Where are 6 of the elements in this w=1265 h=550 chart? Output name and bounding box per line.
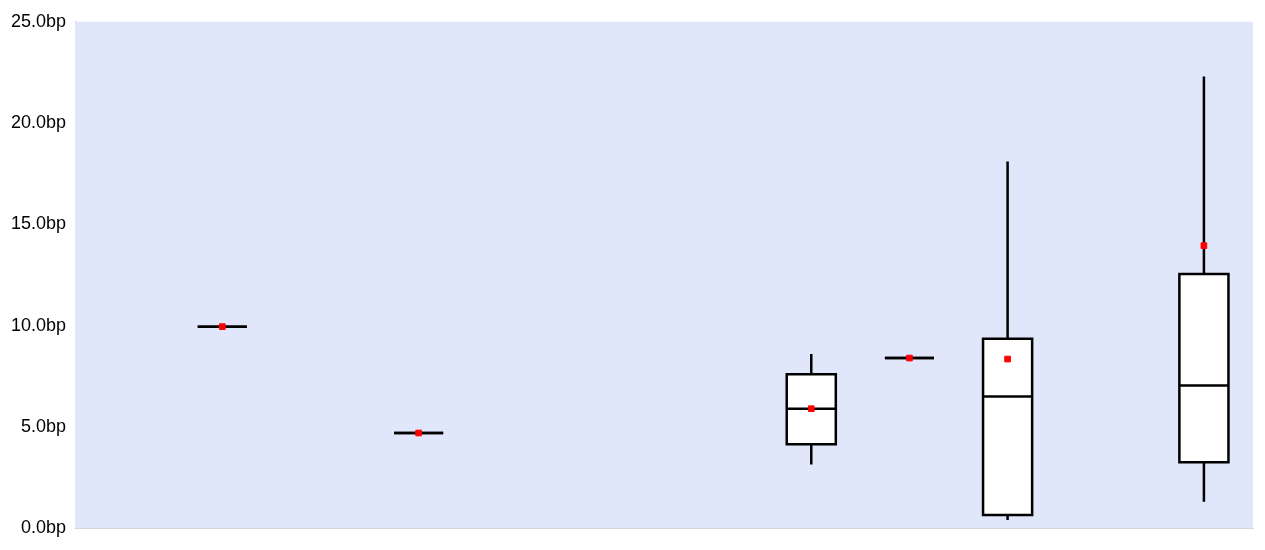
y-tick-label: 0.0bp — [21, 517, 67, 538]
y-tick-label: 10.0bp — [10, 314, 67, 335]
y-tick-label: 25.0bp — [10, 10, 67, 31]
y-tick-label: 20.0bp — [10, 112, 67, 133]
y-tick-label: 5.0bp — [21, 415, 67, 436]
y-tick-label: 15.0bp — [10, 213, 67, 234]
